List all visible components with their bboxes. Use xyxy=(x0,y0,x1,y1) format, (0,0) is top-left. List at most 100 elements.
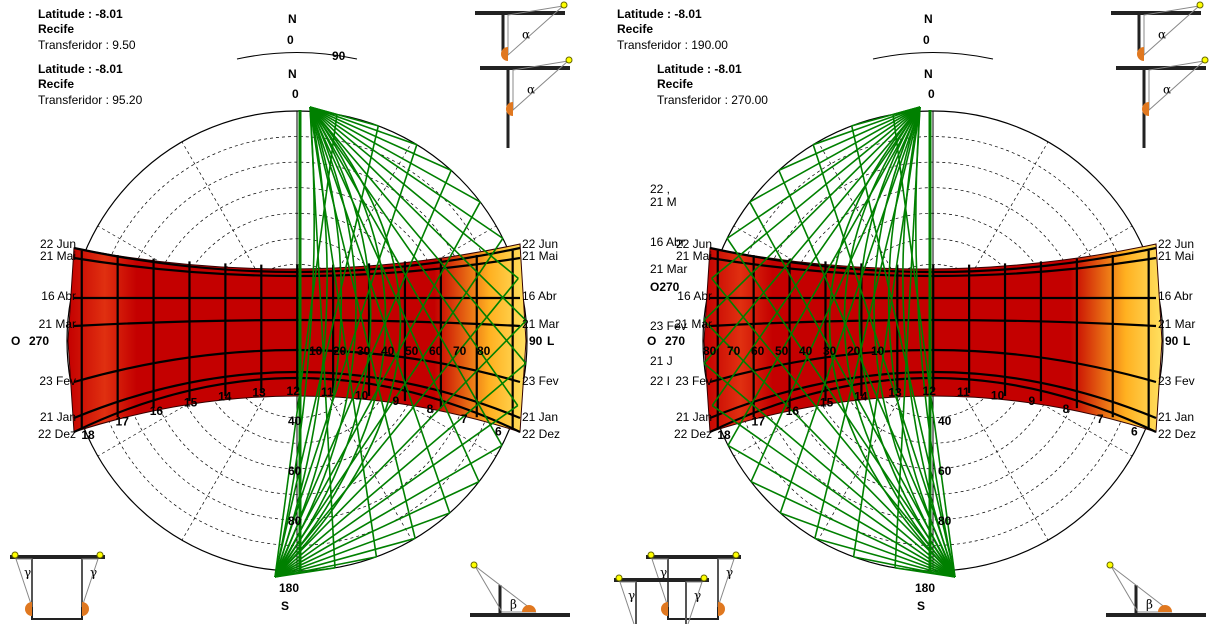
icon-sun xyxy=(471,562,477,568)
scale-label: 80 xyxy=(288,514,302,528)
date-label-left: 21 Mai xyxy=(40,249,76,263)
hour-label: 7 xyxy=(461,412,468,426)
scale-label: 50 xyxy=(405,344,419,358)
icon-shade xyxy=(82,602,89,616)
date-label-right: 21 Mai xyxy=(1158,249,1194,263)
date-label-left: 21 Mar xyxy=(39,317,76,331)
ghost-label: 21 Mar xyxy=(650,262,687,276)
hour-label: 8 xyxy=(427,402,434,416)
scale-label: 10 xyxy=(871,344,885,358)
date-label-right: 21 Mai xyxy=(522,249,558,263)
hour-label: 12 xyxy=(287,384,301,398)
scale-label: 60 xyxy=(288,464,302,478)
alpha-symbol: α xyxy=(522,28,530,42)
back-north-degree: 0 xyxy=(287,33,294,47)
date-label-right: 21 Mar xyxy=(522,317,559,331)
hour-label: 9 xyxy=(1028,394,1035,408)
date-label-left: 21 Jan xyxy=(40,410,76,424)
icon-sun xyxy=(616,575,622,581)
gamma-symbol: γ xyxy=(90,566,97,580)
south: S xyxy=(281,599,289,613)
hour-label: 13 xyxy=(888,386,902,400)
icon-sun xyxy=(1197,2,1203,8)
transferidor: Transferidor : 9.50 xyxy=(38,38,136,52)
beta-symbol: β xyxy=(510,598,517,612)
date-label-right: 16 Abr xyxy=(522,289,557,303)
back-north-degree: 0 xyxy=(923,33,930,47)
scale-label: 60 xyxy=(429,344,443,358)
page: {"symbols":{"alpha":"α","gamma":"γ","bet… xyxy=(0,0,1224,624)
latitude: Latitude : -8.01 xyxy=(657,62,742,76)
east: L xyxy=(1183,334,1190,348)
north-degree: 0 xyxy=(292,87,299,101)
gamma-symbol: γ xyxy=(660,566,667,580)
scale-label: 40 xyxy=(799,344,813,358)
hour-label: 15 xyxy=(184,395,198,409)
icon-sun xyxy=(12,552,18,558)
city: Recife xyxy=(38,22,74,36)
transferidor: Transferidor : 190.00 xyxy=(617,38,728,52)
gamma-symbol: γ xyxy=(24,566,31,580)
icon-sun xyxy=(97,552,103,558)
latitude: Latitude : -8.01 xyxy=(38,62,123,76)
east-degree: 90 xyxy=(529,334,543,348)
date-label-right: 22 Dez xyxy=(1158,427,1196,441)
gamma-symbol: γ xyxy=(726,566,733,580)
beta-symbol: β xyxy=(1146,598,1153,612)
scale-label: 30 xyxy=(823,344,837,358)
icon-shade xyxy=(661,602,668,616)
icon-shade xyxy=(522,605,536,612)
west: O xyxy=(647,334,656,348)
hour-label: 12 xyxy=(923,384,937,398)
date-label-left: 21 Mai xyxy=(676,249,712,263)
scale-label: 40 xyxy=(938,414,952,428)
back-north: N xyxy=(924,12,933,26)
hour-label: 18 xyxy=(81,428,95,442)
scale-label: 80 xyxy=(477,344,491,358)
date-label-right: 23 Fev xyxy=(1158,374,1195,388)
scale-label: 20 xyxy=(333,344,347,358)
east: L xyxy=(547,334,554,348)
date-label-right: 16 Abr xyxy=(1158,289,1193,303)
date-label-left: 23 Fev xyxy=(39,374,76,388)
west-degree: 270 xyxy=(665,334,685,348)
north-degree: 0 xyxy=(928,87,935,101)
icon-sun xyxy=(1202,57,1208,63)
city: Recife xyxy=(657,77,693,91)
south-degree: 180 xyxy=(915,581,935,595)
north: N xyxy=(288,67,297,81)
back-scale-arc xyxy=(873,53,993,60)
south-degree: 180 xyxy=(279,581,299,595)
date-label-right: 21 Jan xyxy=(1158,410,1194,424)
gamma-symbol: γ xyxy=(694,589,701,603)
east-degree: 90 xyxy=(1165,334,1179,348)
hour-label: 16 xyxy=(786,404,800,418)
alpha-symbol: α xyxy=(1158,28,1166,42)
west-degree: 270 xyxy=(29,334,49,348)
city: Recife xyxy=(617,22,653,36)
south: S xyxy=(917,599,925,613)
icon-triangle xyxy=(475,566,535,612)
icon-sun xyxy=(561,2,567,8)
alpha-symbol: α xyxy=(527,83,535,97)
icon-triangle xyxy=(1111,566,1171,612)
ghost-label: 23 Fev xyxy=(650,319,687,333)
latitude: Latitude : -8.01 xyxy=(617,7,702,21)
date-label-left: 22 Dez xyxy=(674,427,712,441)
alpha-symbol: α xyxy=(1163,83,1171,97)
date-label-right: 21 Mar xyxy=(1158,317,1195,331)
hour-label: 17 xyxy=(116,415,130,429)
icon-shade xyxy=(718,602,725,616)
hour-label: 9 xyxy=(392,394,399,408)
date-label-left: 23 Fev xyxy=(675,374,712,388)
scale-label: 70 xyxy=(453,344,467,358)
scale-label: 60 xyxy=(751,344,765,358)
icon-sun xyxy=(701,575,707,581)
icon-sun xyxy=(566,57,572,63)
city: Recife xyxy=(38,77,74,91)
latitude: Latitude : -8.01 xyxy=(38,7,123,21)
icon-shade xyxy=(1158,605,1172,612)
ghost-label: 21 J xyxy=(650,354,673,368)
hour-label: 15 xyxy=(820,395,834,409)
transferidor: Transferidor : 95.20 xyxy=(38,93,143,107)
